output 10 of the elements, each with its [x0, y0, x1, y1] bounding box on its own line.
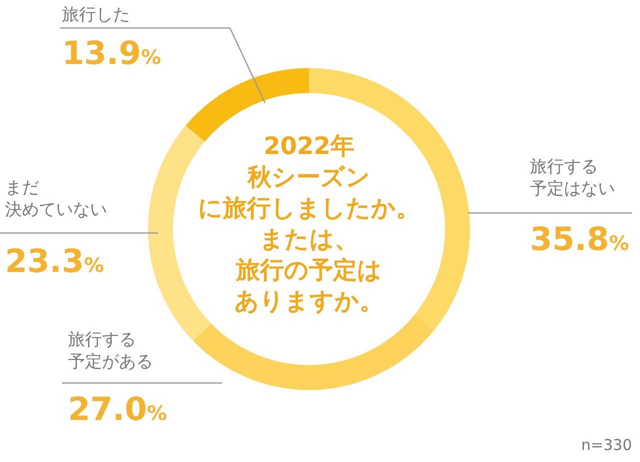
slice-label: 旅行する予定がある: [68, 330, 153, 372]
slice-label: 旅行する予定はない: [530, 157, 615, 199]
text: 2022年秋シーズンに旅行しましたか。または、旅行の予定はありますか。: [198, 132, 420, 315]
data-label: 35.8%: [530, 220, 629, 258]
data-label: 23.3%: [5, 242, 104, 280]
data-label: 13.9%: [62, 34, 161, 72]
slice-label: まだ決めていない: [5, 178, 107, 220]
slice-label: 旅行した: [62, 5, 130, 25]
text: n=330: [581, 436, 632, 454]
data-label: 27.0%: [68, 390, 167, 428]
